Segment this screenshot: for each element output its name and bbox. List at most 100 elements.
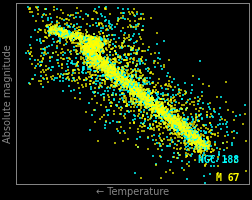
Point: [131, 91, 135, 95]
Point: [114, 40, 118, 43]
Point: [42, 47, 46, 51]
Point: [149, 127, 153, 130]
Point: [78, 36, 82, 39]
Point: [72, 34, 76, 37]
Point: [172, 124, 176, 127]
Point: [167, 120, 171, 123]
Point: [150, 135, 154, 138]
Point: [183, 132, 187, 135]
Point: [94, 77, 98, 81]
Point: [139, 17, 143, 20]
Point: [150, 81, 154, 85]
Point: [52, 40, 56, 43]
Point: [87, 45, 91, 48]
Point: [98, 54, 102, 57]
Point: [137, 18, 141, 21]
Point: [67, 29, 71, 32]
Point: [177, 89, 181, 92]
Point: [159, 110, 163, 114]
Point: [159, 122, 163, 126]
Point: [112, 71, 116, 74]
Point: [91, 91, 95, 94]
Point: [154, 106, 159, 109]
Point: [164, 82, 168, 85]
Point: [89, 48, 93, 51]
Point: [68, 32, 72, 36]
Point: [135, 94, 139, 97]
Point: [193, 141, 197, 144]
Point: [87, 37, 91, 41]
Point: [120, 42, 124, 45]
Point: [149, 72, 153, 75]
Point: [203, 156, 207, 160]
Point: [120, 65, 124, 68]
Point: [177, 124, 181, 127]
Point: [108, 102, 112, 105]
Point: [34, 6, 38, 9]
Point: [205, 136, 209, 139]
Point: [175, 122, 179, 125]
Point: [72, 49, 76, 52]
Point: [113, 69, 117, 73]
Point: [179, 147, 183, 150]
Point: [86, 14, 90, 18]
Point: [84, 42, 88, 45]
Point: [182, 129, 186, 132]
Point: [163, 117, 167, 120]
Point: [97, 46, 101, 49]
Point: [133, 85, 137, 88]
Point: [188, 146, 192, 149]
Point: [93, 73, 97, 76]
Point: [64, 33, 68, 36]
Point: [83, 45, 87, 49]
Point: [141, 74, 145, 77]
Point: [86, 53, 90, 56]
Point: [70, 35, 74, 38]
Point: [109, 65, 113, 69]
Point: [114, 80, 118, 83]
Point: [167, 113, 171, 117]
Point: [87, 46, 91, 49]
Point: [128, 92, 132, 95]
Point: [138, 89, 142, 92]
Point: [74, 35, 78, 38]
Point: [90, 52, 94, 55]
Point: [55, 22, 59, 25]
Point: [97, 38, 101, 41]
Point: [108, 60, 112, 64]
Point: [181, 119, 185, 122]
Point: [108, 13, 112, 16]
Point: [208, 129, 212, 132]
Point: [132, 8, 136, 11]
Point: [192, 130, 196, 134]
Point: [171, 141, 175, 144]
Point: [90, 44, 94, 47]
Point: [170, 118, 174, 121]
Point: [74, 56, 78, 60]
Point: [93, 45, 97, 49]
Point: [159, 109, 163, 112]
Point: [134, 100, 138, 103]
Point: [153, 99, 157, 102]
Point: [171, 117, 175, 120]
Point: [145, 76, 149, 80]
Point: [159, 103, 163, 106]
Point: [139, 93, 143, 96]
Point: [161, 110, 165, 114]
Point: [114, 84, 118, 87]
Point: [176, 123, 180, 127]
Point: [184, 101, 188, 104]
Point: [57, 26, 61, 29]
Point: [98, 44, 102, 47]
Point: [46, 17, 50, 20]
Point: [97, 64, 101, 67]
Point: [35, 38, 39, 41]
Point: [92, 55, 96, 58]
Point: [67, 32, 71, 35]
Point: [175, 108, 179, 111]
Point: [156, 111, 161, 115]
Point: [178, 136, 182, 139]
Point: [143, 105, 147, 108]
Point: [136, 94, 140, 97]
Point: [217, 154, 222, 157]
